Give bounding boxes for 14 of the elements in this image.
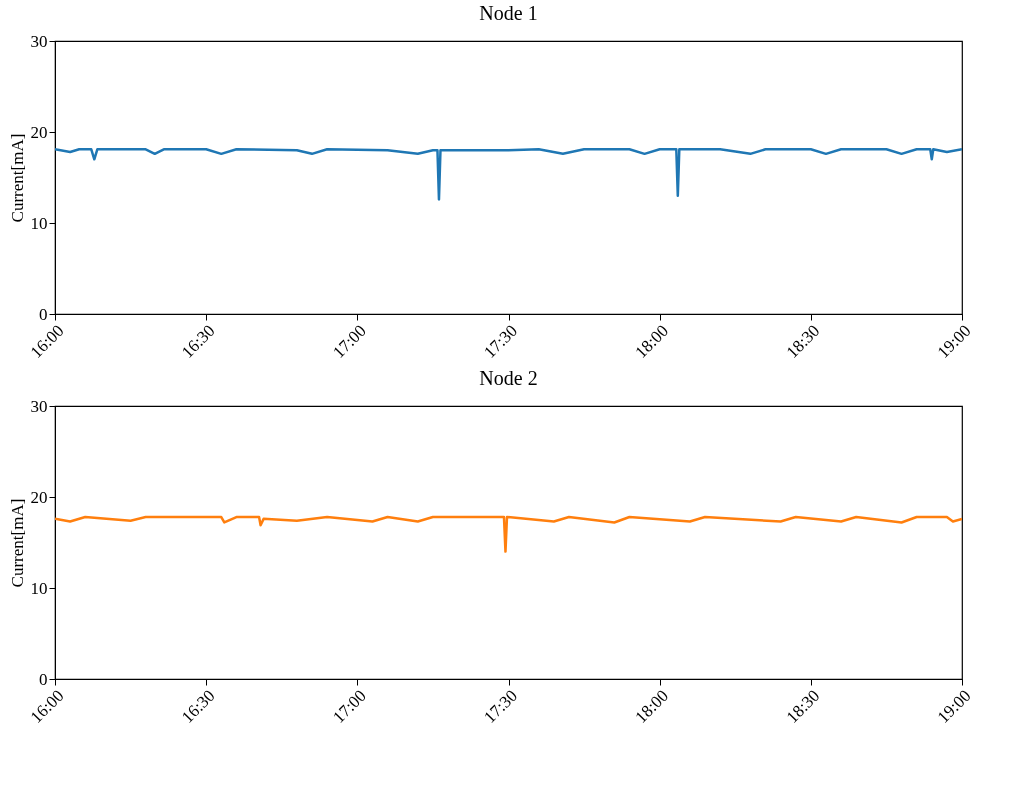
chart-title: Node 2: [479, 367, 538, 389]
line-series: [55, 515, 962, 553]
y-tick-label: 10: [30, 578, 48, 598]
y-tick-label: 20: [30, 122, 48, 142]
y-tick-label: 0: [39, 669, 48, 689]
y-tick-label: 30: [30, 31, 48, 51]
chart-title: Node 1: [479, 2, 538, 24]
y-tick-label: 0: [39, 304, 48, 324]
y-axis-title: Current[mA]: [7, 133, 27, 223]
y-tick-label: 30: [30, 396, 48, 416]
y-tick-label: 10: [30, 213, 48, 233]
y-axis-title: Current[mA]: [7, 498, 27, 588]
line-series: [55, 148, 962, 201]
y-tick-label: 20: [30, 487, 48, 507]
